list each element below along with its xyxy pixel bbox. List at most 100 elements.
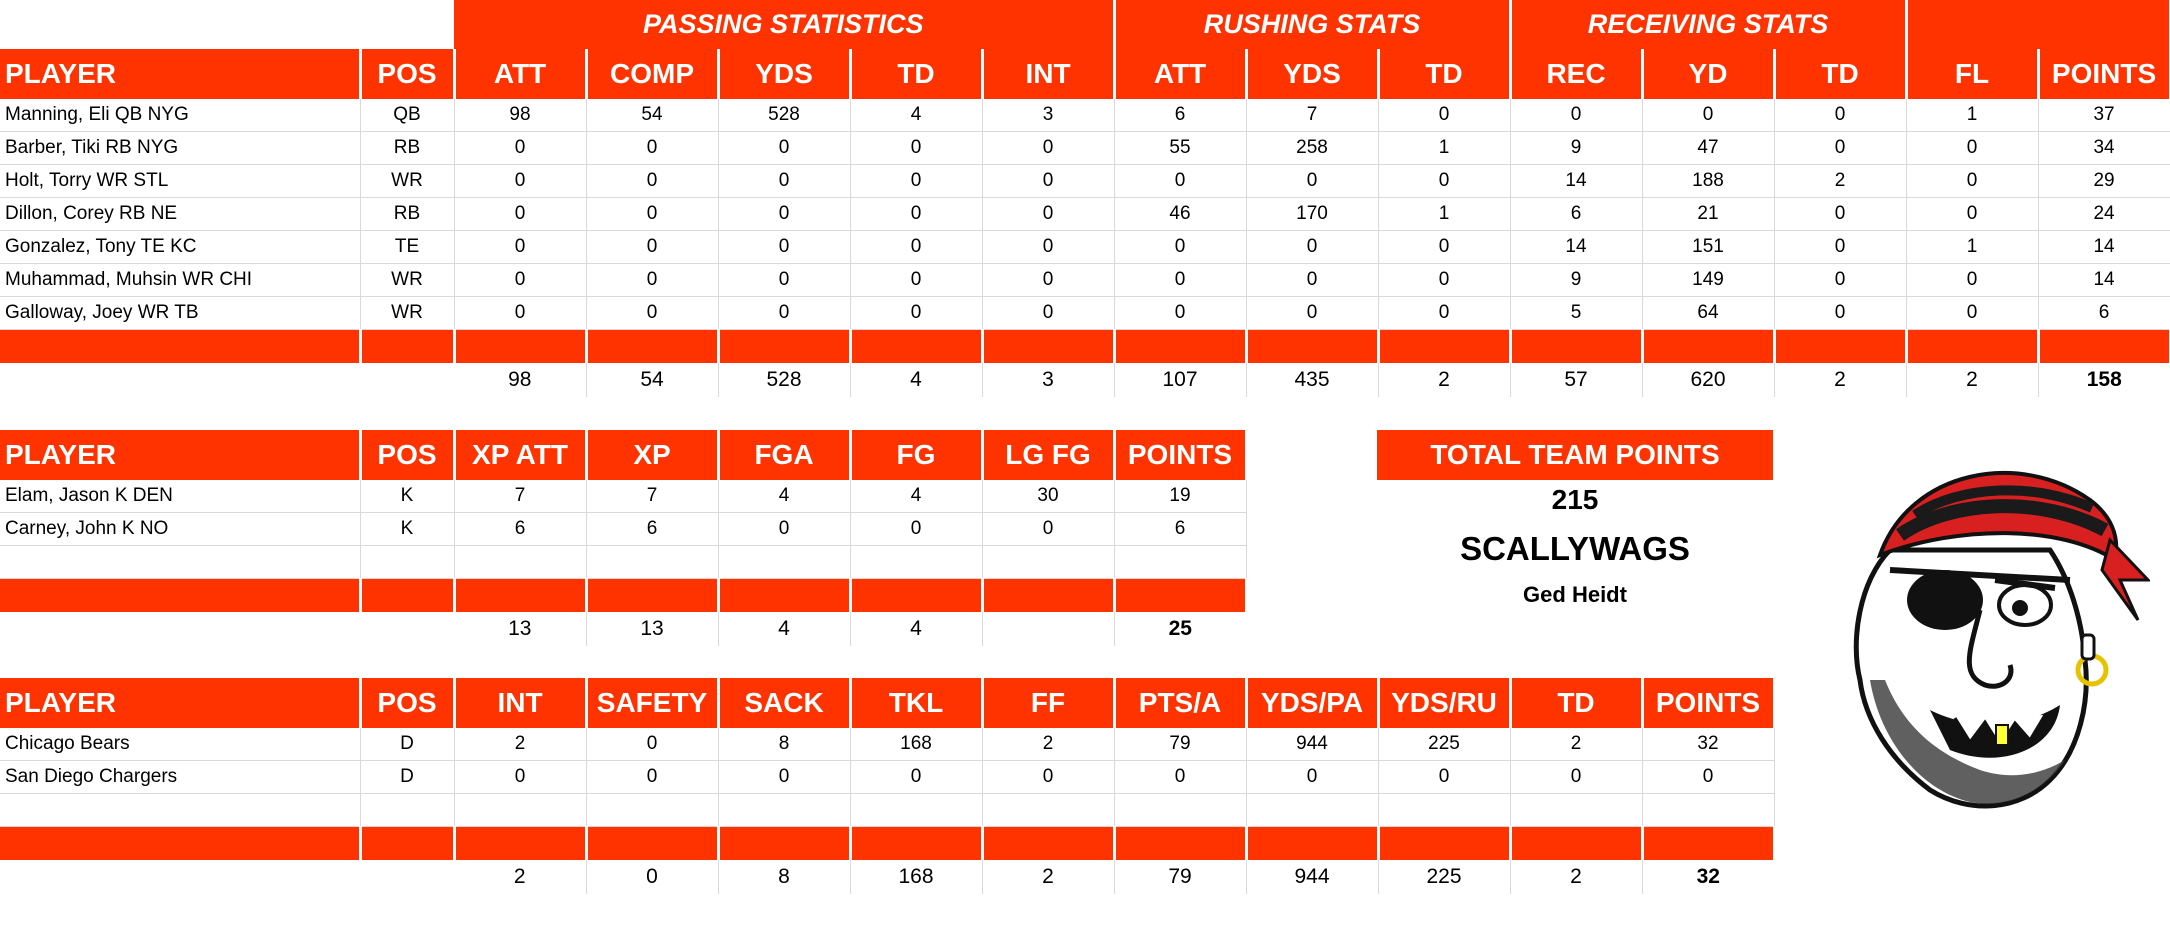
total-cell xyxy=(982,612,1115,646)
total-cell: 107 xyxy=(1114,363,1247,397)
column-header: TD xyxy=(1774,49,1908,99)
stat-cell: 0 xyxy=(1774,197,1907,231)
stat-cell: 29 xyxy=(2038,164,2170,198)
stat-cell: 0 xyxy=(1378,760,1511,794)
offense-table: PASSING STATISTICS RUSHING STATS RECEIVI… xyxy=(0,0,2170,397)
column-header: ATT xyxy=(1114,49,1248,99)
stat-cell: 4 xyxy=(850,480,983,513)
stat-cell: 2 xyxy=(982,728,1115,761)
defense-header-row: PLAYER POS INT SAFETY SACK TKL FF PTS/A … xyxy=(0,678,1776,728)
stat-cell: 79 xyxy=(1114,728,1247,761)
total-cell: 13 xyxy=(586,612,719,646)
column-header: TD xyxy=(850,49,984,99)
stat-cell: 0 xyxy=(1246,760,1379,794)
table-row: San Diego Chargers D 0 0 0 0 0 0 0 0 0 0 xyxy=(0,760,1775,794)
total-cell: 944 xyxy=(1246,860,1379,894)
stat-cell: 98 xyxy=(454,99,587,132)
stat-cell: 0 xyxy=(718,164,851,198)
total-cell: 2 xyxy=(1774,363,1907,397)
stat-cell: 0 xyxy=(718,230,851,264)
stat-cell: 0 xyxy=(586,164,719,198)
position-cell: D xyxy=(360,760,455,794)
stat-cell: 0 xyxy=(1378,99,1511,132)
stat-cell: 0 xyxy=(1906,296,2039,330)
stat-cell: 30 xyxy=(982,480,1115,513)
stat-cell: 0 xyxy=(718,760,851,794)
stat-cell: 225 xyxy=(1378,728,1511,761)
defense-table: PLAYER POS INT SAFETY SACK TKL FF PTS/A … xyxy=(0,678,1776,894)
stat-cell: 2 xyxy=(1774,164,1907,198)
stat-cell: 0 xyxy=(982,296,1115,330)
stat-cell: 54 xyxy=(586,99,719,132)
stat-cell: 6 xyxy=(1114,512,1247,546)
stat-cell: 14 xyxy=(1510,230,1643,264)
total-cell: 98 xyxy=(454,363,587,397)
stat-cell: 2 xyxy=(1510,728,1643,761)
stat-cell: 528 xyxy=(718,99,851,132)
pirate-mascot-icon xyxy=(1853,470,2150,809)
column-header: ATT xyxy=(454,49,588,99)
column-header: TD xyxy=(1378,49,1512,99)
stat-cell: 5 xyxy=(1510,296,1643,330)
stat-cell: 0 xyxy=(454,230,587,264)
total-cell: 2 xyxy=(1378,363,1511,397)
total-cell: 2 xyxy=(1906,363,2039,397)
column-header: COMP xyxy=(586,49,720,99)
stat-cell: 14 xyxy=(1510,164,1643,198)
player-name-cell: Muhammad, Muhsin WR CHI xyxy=(0,263,361,297)
column-header: YDS xyxy=(718,49,852,99)
offense-header-row: PLAYER POS ATT COMP YDS TD INT ATT YDS T… xyxy=(0,49,2170,99)
receiving-stats-group: RECEIVING STATS xyxy=(1510,0,1908,49)
stat-cell: 0 xyxy=(454,263,587,297)
player-name-cell: Elam, Jason K DEN xyxy=(0,480,361,513)
column-header: SAFETY xyxy=(586,678,720,728)
column-header: INT xyxy=(982,49,1116,99)
stat-cell: 944 xyxy=(1246,728,1379,761)
kicking-body: Elam, Jason K DEN K 7 7 4 4 30 19 Carney, John K… xyxy=(0,480,1247,546)
column-header: POINTS xyxy=(1114,430,1248,480)
kicking-header-row: PLAYER POS XP ATT XP FGA FG LG FG POINTS xyxy=(0,430,1248,480)
column-header: POS xyxy=(360,430,456,480)
column-header: YDS/PA xyxy=(1246,678,1380,728)
position-cell: RB xyxy=(360,197,455,231)
column-header: XP ATT xyxy=(454,430,588,480)
position-cell: K xyxy=(360,512,455,546)
player-name-cell: Barber, Tiki RB NYG xyxy=(0,131,361,165)
stat-cell: 0 xyxy=(718,512,851,546)
defense-totals-row: 2 0 8 168 2 79 944 225 2 32 xyxy=(0,860,1774,894)
owner-name: Ged Heidt xyxy=(1523,582,1627,607)
stat-cell: 0 xyxy=(982,512,1115,546)
stat-cell: 0 xyxy=(1642,760,1775,794)
total-cell: 168 xyxy=(850,860,983,894)
passing-stats-group: PASSING STATISTICS xyxy=(454,0,1116,49)
player-name-cell: San Diego Chargers xyxy=(0,760,361,794)
player-name-cell: Galloway, Joey WR TB xyxy=(0,296,361,330)
stat-cell: 24 xyxy=(2038,197,2170,231)
total-cell: 3 xyxy=(982,363,1115,397)
stat-cell: 3 xyxy=(982,99,1115,132)
total-cell: 225 xyxy=(1378,860,1511,894)
stat-cell: 0 xyxy=(1114,296,1247,330)
stat-cell: 0 xyxy=(586,131,719,165)
stat-cell: 0 xyxy=(1114,164,1247,198)
table-row: Galloway, Joey WR TB WR 0 0 0 0 0 0 0 0 5 64 0 0 6 xyxy=(0,296,2170,330)
column-header: PTS/A xyxy=(1114,678,1248,728)
stat-cell: 258 xyxy=(1246,131,1379,165)
stat-cell: 0 xyxy=(1378,263,1511,297)
stat-cell: 7 xyxy=(1246,99,1379,132)
stat-cell: 0 xyxy=(1774,131,1907,165)
column-header: POINTS xyxy=(1642,678,1776,728)
stat-cell: 6 xyxy=(1510,197,1643,231)
stat-cell: 0 xyxy=(586,197,719,231)
position-cell: D xyxy=(360,728,455,761)
stat-cell: 0 xyxy=(454,164,587,198)
stat-cell: 0 xyxy=(982,131,1115,165)
team-name: SCALLYWAGS xyxy=(1460,530,1690,567)
position-cell: WR xyxy=(360,263,455,297)
defense-separator-bar xyxy=(0,826,1776,860)
stat-cell: 0 xyxy=(586,263,719,297)
column-header: XP xyxy=(586,430,720,480)
total-cell: 2 xyxy=(982,860,1115,894)
table-row: Chicago Bears D 2 0 8 168 2 79 944 225 2 32 xyxy=(0,728,1775,761)
player-name-cell: Gonzalez, Tony TE KC xyxy=(0,230,361,264)
